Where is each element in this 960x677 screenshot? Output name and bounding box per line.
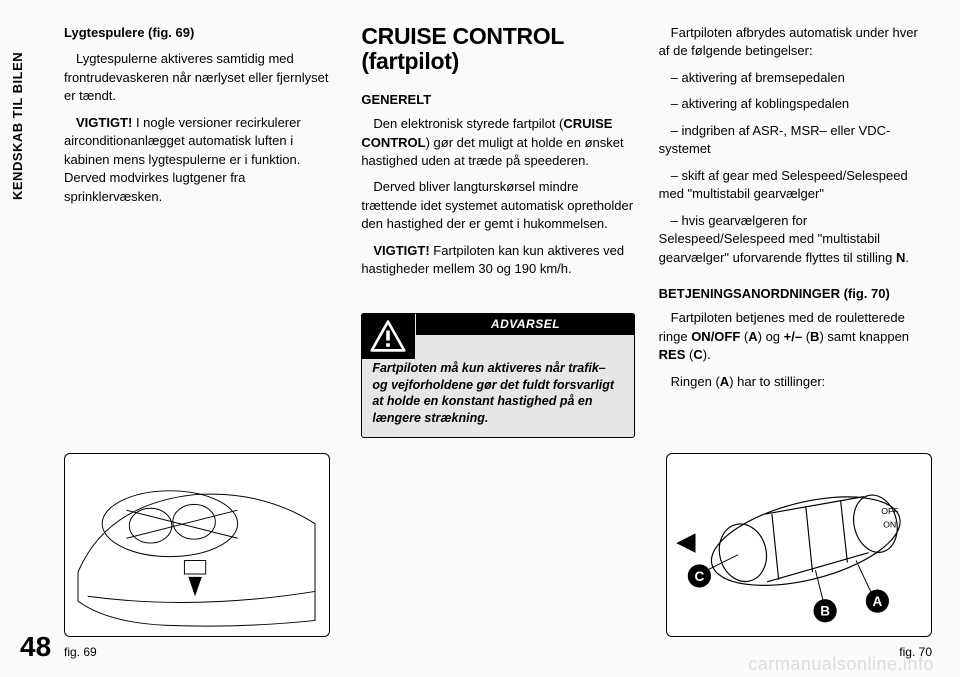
page-number: 48 — [20, 631, 51, 663]
col3-li2: – aktivering af koblingspedalen — [659, 95, 932, 113]
col3-li3: – indgriben af ASR-, MSR– eller VDC-syst… — [659, 122, 932, 159]
fig70-on: ON — [883, 520, 896, 530]
c3p2b: ON/OFF — [691, 329, 740, 344]
col3-p2: Fartpiloten betjenes med de rouletterede… — [659, 309, 932, 364]
c3p3a: Ringen ( — [671, 374, 720, 389]
col2-subhead: GENERELT — [361, 91, 634, 109]
col3-p1: Fartpiloten afbrydes automatisk under hv… — [659, 24, 932, 61]
col3-li5: – hvis gearvælgeren for Selespeed/Selesp… — [659, 212, 932, 267]
col3-subhead: BETJENINGSANORDNINGER (fig. 70) — [659, 285, 932, 303]
c3p3b: A — [720, 374, 729, 389]
c3p2g: ( — [802, 329, 810, 344]
c3li5a: – hvis gearvælgeren for Selespeed/Selesp… — [659, 213, 896, 265]
fig70-off: OFF — [881, 506, 898, 516]
sidebar-label: KENDSKAB TIL BILEN — [10, 52, 25, 200]
manual-page: KENDSKAB TIL BILEN Lygtespulere (fig. 69… — [0, 0, 960, 677]
col2-p3-lead: VIGTIGT! — [373, 243, 429, 258]
c3p3c: ) har to stillinger: — [729, 374, 825, 389]
c3p2d: A — [748, 329, 757, 344]
arrow-icon — [676, 533, 695, 552]
col1-p2: VIGTIGT! I nogle versioner recirkulerer … — [64, 114, 337, 206]
col1-heading: Lygtespulere (fig. 69) — [64, 25, 194, 40]
warning-box: ADVARSEL Fartpiloten må kun aktiveres nå… — [361, 313, 634, 439]
c3li5b: N — [896, 250, 905, 265]
figure-69 — [64, 453, 330, 637]
warning-triangle-icon — [361, 313, 415, 359]
section-title: CRUISE CONTROL (fartpilot) — [361, 24, 634, 75]
col1-p1: Lygtespulerne aktiveres samtidig med fro… — [64, 50, 337, 105]
c3p2m: ). — [703, 347, 711, 362]
col3-p3: Ringen (A) har to stillinger: — [659, 373, 932, 391]
c3p2f: +/– — [784, 329, 802, 344]
c3p2l: C — [693, 347, 702, 362]
fig70-label-B: B — [820, 604, 830, 619]
warning-banner: ADVARSEL — [416, 313, 634, 335]
c3p2i: ) samt knappen — [819, 329, 909, 344]
col2-p1a: Den elektronisk styrede fartpilot ( — [373, 116, 563, 131]
figure-70: OFF ON A B C — [666, 453, 932, 637]
c3li5c: . — [905, 250, 909, 265]
col2-p1: Den elektronisk styrede fartpilot (CRUIS… — [361, 115, 634, 170]
c3p2e: ) og — [758, 329, 784, 344]
col3-li4: – skift af gear med Selespeed/Selespeed … — [659, 167, 932, 204]
sidebar-tab: KENDSKAB TIL BILEN — [0, 0, 36, 677]
col2-p3: VIGTIGT! Fartpiloten kan kun aktiveres v… — [361, 242, 634, 279]
col2-p2: Derved bliver langturskørsel mindre træt… — [361, 178, 634, 233]
fig70-label-A: A — [872, 594, 882, 609]
fig70-label-C: C — [694, 569, 704, 584]
col1-p2-lead: VIGTIGT! — [76, 115, 132, 130]
col3-li1: – aktivering af bremsepedalen — [659, 69, 932, 87]
column-2: CRUISE CONTROL (fartpilot) GENERELT Den … — [361, 24, 634, 659]
watermark: carmanualsonline.info — [748, 654, 934, 675]
figure-69-caption: fig. 69 — [64, 645, 97, 659]
c3p2j: RES — [659, 347, 686, 362]
